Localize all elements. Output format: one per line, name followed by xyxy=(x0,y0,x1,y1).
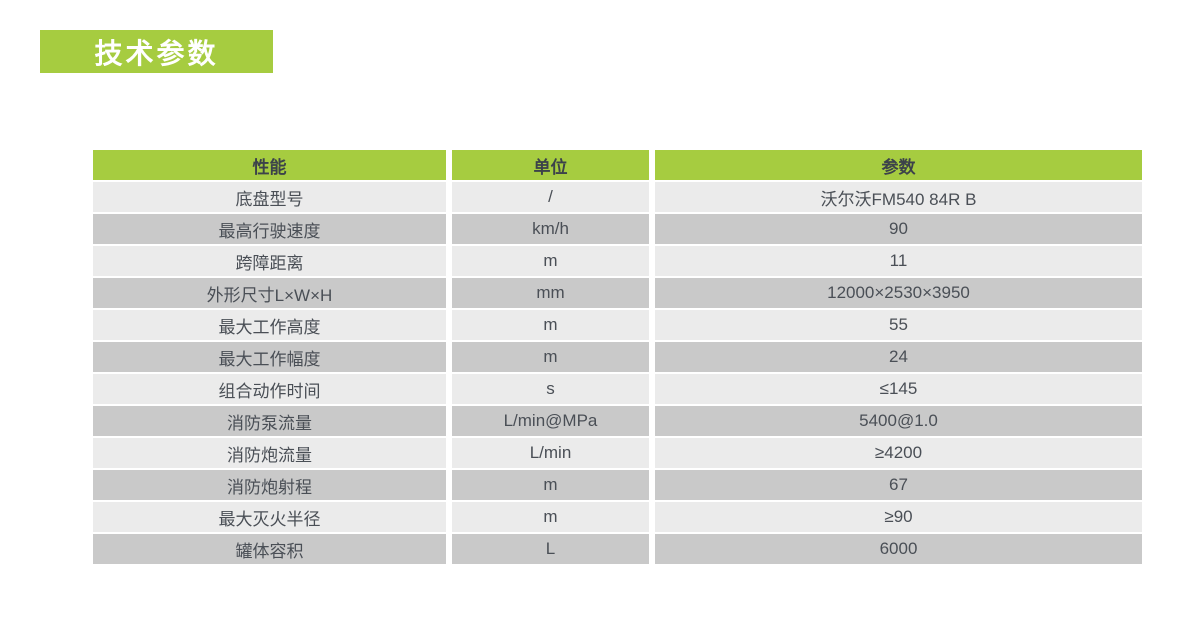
section-title-banner: 技术参数 xyxy=(40,30,273,73)
row-parameter-cell: 12000×2530×3950 xyxy=(655,278,1142,308)
row-parameter-cell: 67 xyxy=(655,470,1142,500)
row-unit-cell: km/h xyxy=(452,214,649,244)
row-performance-cell: 消防炮流量 xyxy=(93,438,446,468)
row-performance-cell: 组合动作时间 xyxy=(93,374,446,404)
row-performance-cell: 最高行驶速度 xyxy=(93,214,446,244)
row-parameter-cell: ≤145 xyxy=(655,374,1142,404)
row-performance-cell: 消防炮射程 xyxy=(93,470,446,500)
row-parameter-cell: 11 xyxy=(655,246,1142,276)
row-performance-cell: 跨障距离 xyxy=(93,246,446,276)
row-parameter-cell: ≥90 xyxy=(655,502,1142,532)
row-parameter-cell: 55 xyxy=(655,310,1142,340)
row-unit-cell: s xyxy=(452,374,649,404)
col-header-unit: 单位 xyxy=(452,150,649,180)
row-parameter-cell: ≥4200 xyxy=(655,438,1142,468)
row-performance-cell: 消防泵流量 xyxy=(93,406,446,436)
row-performance-cell: 罐体容积 xyxy=(93,534,446,564)
col-header-performance: 性能 xyxy=(93,150,446,180)
row-parameter-cell: 沃尔沃FM540 84R B xyxy=(655,182,1142,212)
row-unit-cell: L xyxy=(452,534,649,564)
col-header-parameter: 参数 xyxy=(655,150,1142,180)
row-parameter-cell: 90 xyxy=(655,214,1142,244)
row-performance-cell: 最大工作高度 xyxy=(93,310,446,340)
row-parameter-cell: 6000 xyxy=(655,534,1142,564)
row-performance-cell: 底盘型号 xyxy=(93,182,446,212)
row-performance-cell: 最大灭火半径 xyxy=(93,502,446,532)
row-unit-cell: m xyxy=(452,342,649,372)
row-performance-cell: 最大工作幅度 xyxy=(93,342,446,372)
row-unit-cell: m xyxy=(452,310,649,340)
row-unit-cell: m xyxy=(452,246,649,276)
row-unit-cell: L/min xyxy=(452,438,649,468)
row-parameter-cell: 24 xyxy=(655,342,1142,372)
row-unit-cell: m xyxy=(452,470,649,500)
spec-table: 性能 单位 参数 底盘型号 / 沃尔沃FM540 84R B 最高行驶速度 km/h 90… xyxy=(93,150,1142,564)
row-performance-cell: 外形尺寸L×W×H xyxy=(93,278,446,308)
row-unit-cell: mm xyxy=(452,278,649,308)
row-unit-cell: / xyxy=(452,182,649,212)
row-unit-cell: m xyxy=(452,502,649,532)
row-unit-cell: L/min@MPa xyxy=(452,406,649,436)
section-title: 技术参数 xyxy=(94,37,219,69)
row-parameter-cell: 5400@1.0 xyxy=(655,406,1142,436)
